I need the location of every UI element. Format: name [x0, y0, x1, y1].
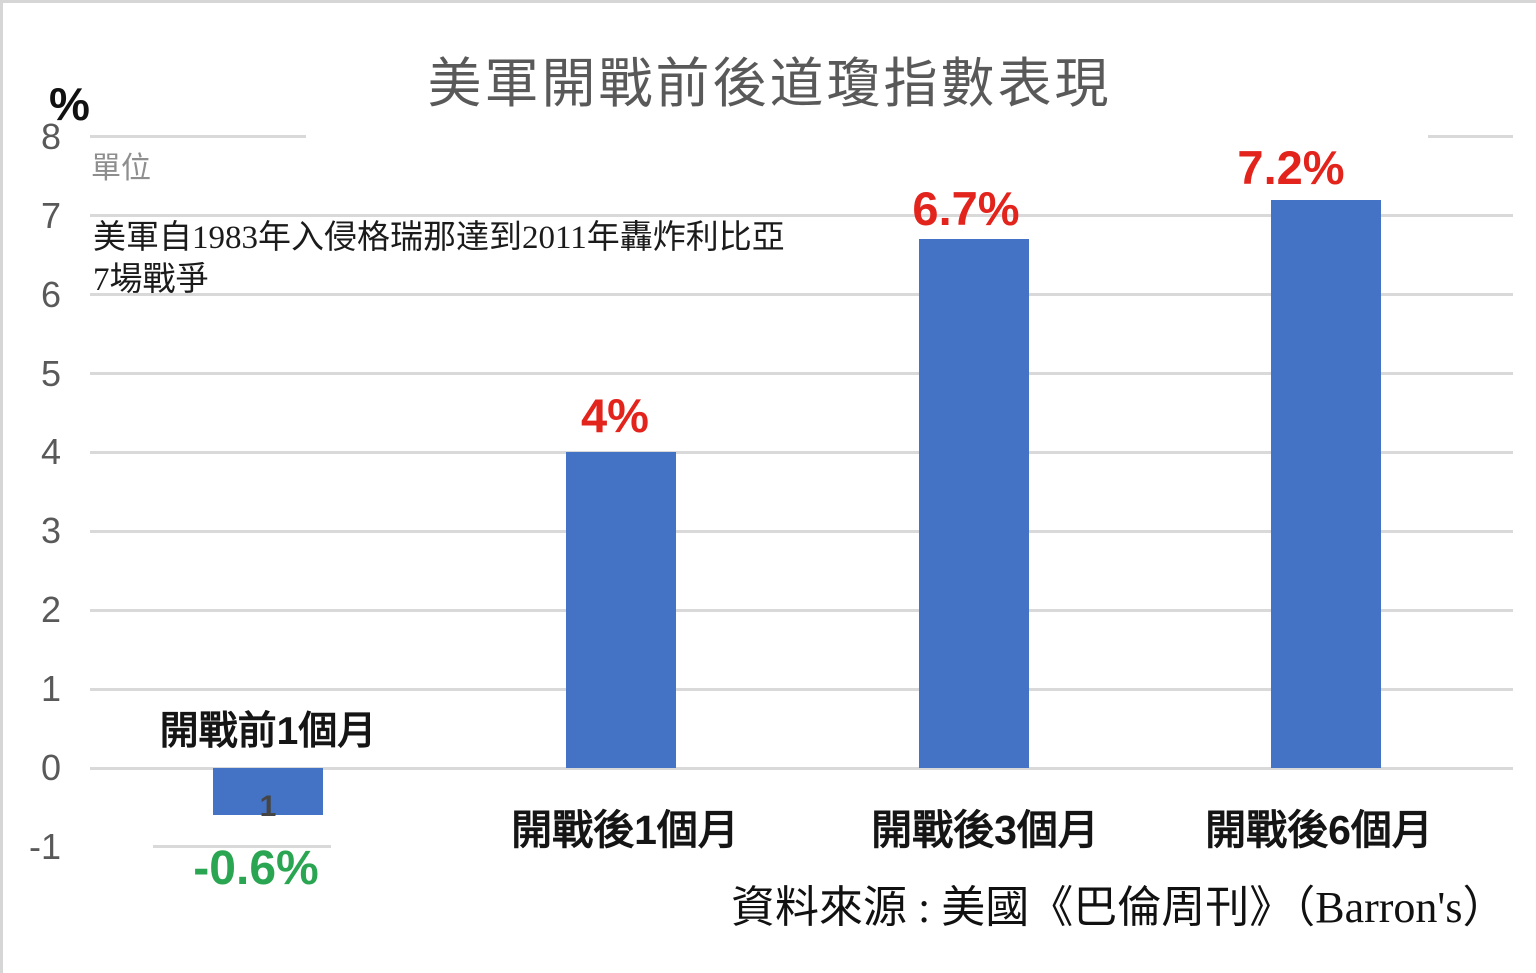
annotation-line-2: 7場戰爭 — [93, 262, 209, 298]
data-label-4-pct: 4% — [581, 389, 649, 442]
data-label-7-2-pct: 7.2% — [1237, 141, 1345, 194]
gridline-y4 — [90, 450, 1513, 454]
bar-4 — [1271, 199, 1381, 768]
category-label-before-1-month: 開戰前1個月 — [159, 710, 377, 753]
gridline-y1 — [90, 687, 1513, 691]
chart-title: 美軍開戰前後道瓊指數表現 — [427, 54, 1112, 114]
gridline-y2 — [90, 608, 1513, 612]
unit-caption: 單位 — [91, 152, 151, 185]
annotation-line-1: 美軍自1983年入侵格瑞那達到2011年轟炸利比亞 — [93, 220, 785, 256]
y-axis-tick-5: 5 — [40, 352, 61, 394]
y-axis-unit-label: % — [49, 78, 90, 130]
y-axis-tick-4: 4 — [40, 431, 61, 473]
gridline-y3 — [90, 529, 1513, 533]
bar-3 — [918, 239, 1029, 768]
bar1-inner-number: 1 — [259, 790, 277, 823]
annotation-text: 美軍自1983年入侵格瑞那達到2011年轟炸利比亞 7場戰爭 — [93, 217, 785, 301]
category-label-after-3-months: 開戰後3個月 — [871, 807, 1099, 853]
y-axis-tick-0: 0 — [40, 747, 61, 788]
y-axis-tick-1: 1 — [40, 668, 61, 710]
y-axis-tick--1: -1 — [28, 825, 61, 867]
y-axis-tick-3: 3 — [40, 510, 61, 552]
data-label-6-7-pct: 6.7% — [912, 182, 1020, 235]
category-label-after-1-month: 開戰後1個月 — [511, 807, 739, 853]
gridline-y0 — [90, 766, 1513, 770]
gridline-y5 — [90, 372, 1513, 375]
bar-2 — [565, 452, 676, 768]
gridline-y7 — [90, 214, 1513, 218]
gridline-y6 — [90, 293, 1513, 297]
category-label-after-6-months: 開戰後6個月 — [1205, 807, 1433, 853]
y-axis-tick-8: 8 — [40, 115, 61, 157]
data-label-negative-0-6-pct: -0.6% — [193, 842, 319, 895]
y-axis-tick-7: 7 — [40, 194, 61, 236]
bar-1 — [212, 768, 323, 816]
source-note: 資料來源 : 美國《巴倫周刊》（Barron's） — [731, 883, 1507, 932]
gridline-y8 — [1428, 135, 1513, 139]
gridline-y-1 — [153, 845, 331, 849]
gridline-y8 — [90, 135, 306, 139]
y-axis-tick-2: 2 — [40, 589, 61, 631]
y-axis-tick-6: 6 — [40, 273, 61, 315]
